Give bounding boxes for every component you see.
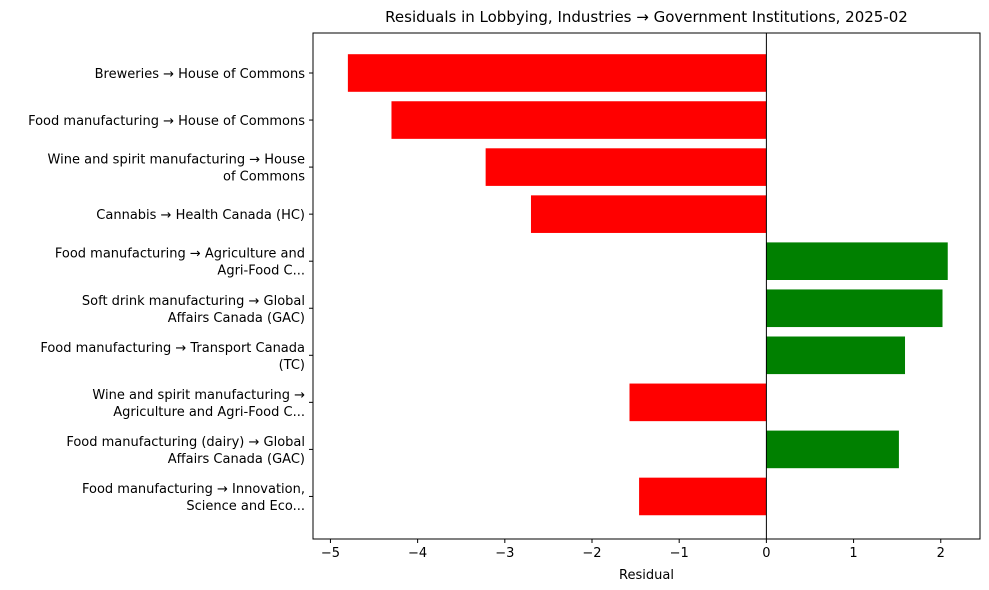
y-tick-label: Food manufacturing (dairy) → Global Affai… — [66, 435, 305, 467]
bar-8 — [629, 383, 767, 422]
bar-9 — [766, 430, 899, 469]
y-tick-label: Food manufacturing → Transport Canada (TC… — [40, 341, 305, 373]
x-tick-label: 2 — [937, 546, 945, 561]
x-tick-label: 0 — [762, 546, 770, 561]
plot-frame — [312, 32, 981, 540]
y-tick-label: Food manufacturing → Innovation, Science … — [82, 482, 305, 514]
bar-1 — [347, 54, 767, 92]
x-tick-label: −3 — [495, 546, 514, 561]
x-tick-label: −4 — [408, 546, 427, 561]
y-tick-label: Wine and spirit manufacturing → Agricultu… — [92, 388, 305, 420]
bar-4 — [530, 195, 767, 233]
x-tick-label: −2 — [582, 546, 601, 561]
bar-7 — [766, 336, 906, 375]
y-tick-label: Soft drink manufacturing → Global Affairs… — [82, 294, 305, 326]
y-tick-label: Cannabis → Health Canada (HC) — [96, 208, 305, 223]
bar-2 — [391, 101, 767, 139]
bar-5 — [766, 242, 948, 280]
y-tick-label: Food manufacturing → Agriculture and Agri… — [55, 247, 305, 279]
x-tick-label: −5 — [321, 546, 340, 561]
chart-title: Residuals in Lobbying, Industries → Gove… — [385, 8, 908, 26]
y-tick-label: Breweries → House of Commons — [95, 67, 306, 82]
bars-group — [347, 54, 948, 516]
x-axis-label: Residual — [619, 568, 674, 583]
bar-6 — [766, 289, 943, 328]
y-axis-ticks: Breweries → House of Commons Food manufac… — [28, 67, 313, 514]
bar-10 — [639, 477, 767, 516]
y-tick-label: Food manufacturing → House of Commons — [28, 114, 305, 129]
x-tick-label: −1 — [670, 546, 689, 561]
y-tick-label: Wine and spirit manufacturing → House of … — [48, 153, 306, 185]
x-axis-ticks: −5 −4 −3 −2 −1 0 1 2 — [321, 539, 945, 561]
x-tick-label: 1 — [849, 546, 857, 561]
bar-3 — [485, 148, 767, 186]
